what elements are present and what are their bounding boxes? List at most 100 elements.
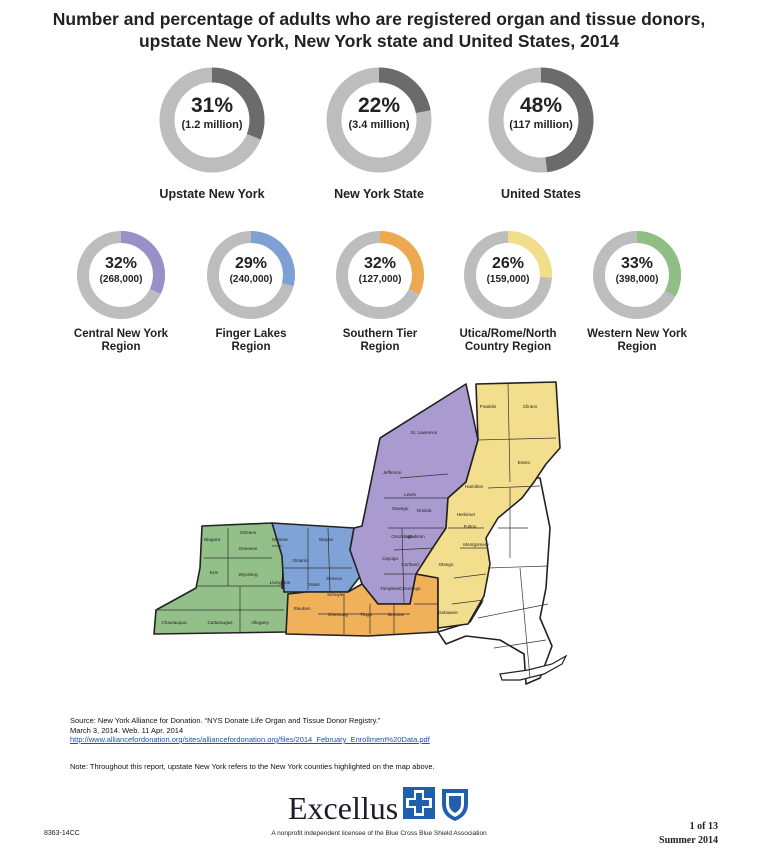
donut-percent-label: 32% <box>104 255 138 272</box>
county-border <box>453 573 487 579</box>
donut-chart: 32% (127,000) <box>330 225 430 325</box>
county-border <box>393 547 435 551</box>
county-label: Orleans <box>240 530 257 535</box>
page-info: 1 of 13 Summer 2014 <box>659 820 718 848</box>
region-label-line-1: New York State <box>334 187 424 201</box>
logo-tagline: A nonprofit independent licensee of the … <box>271 830 487 837</box>
county-label: Chenango <box>399 586 421 591</box>
donut-value-arc <box>77 231 165 319</box>
map-region-southern-tier <box>285 573 439 637</box>
upstate-ny-county-map: Niagara Orleans Genesee Erie Wyoming Chautauq… <box>153 381 568 685</box>
donut-region-label: Central New York Region <box>56 328 186 354</box>
county-label: Fulton <box>464 524 477 529</box>
logo-wordmark: Excellus <box>288 790 399 826</box>
region-label-line-1: Finger Lakes <box>215 328 287 340</box>
county-border <box>401 527 405 605</box>
donut-value-arc <box>207 231 295 319</box>
donut-count-label: (240,000) <box>229 274 273 285</box>
county-label: Tompkins <box>380 586 400 591</box>
title-line-1: Number and percentage of adults who are … <box>52 9 706 29</box>
county-label: Yates <box>308 582 320 587</box>
county-label: Jefferson <box>383 470 402 475</box>
donut-region-label: United States <box>461 187 621 201</box>
county-border <box>399 473 449 479</box>
donut-region-label: Western New York Region <box>572 328 702 354</box>
donut-count-label: (127,000) <box>358 274 402 285</box>
donut-svg <box>593 231 681 319</box>
county-label: Franklin <box>480 404 497 409</box>
donut-svg <box>336 231 424 319</box>
county-label: Clinton <box>523 404 538 409</box>
county-label: Erie <box>210 570 219 575</box>
region-label-line-1: Southern Tier <box>342 328 418 340</box>
region-label-line-1: Central New York <box>73 328 169 340</box>
county-label: Montgomery <box>463 542 489 547</box>
donut-svg <box>77 231 165 319</box>
donut-chart: 22% (3.4 million) <box>319 60 439 180</box>
region-label-line-2: Region <box>617 341 657 353</box>
county-label: Onondaga <box>391 534 413 539</box>
donut-percent-label: 31% <box>190 94 234 117</box>
donut-value-arc <box>593 231 681 319</box>
donut-chart: 48% (117 million) <box>481 60 601 180</box>
donut-count-label: (1.2 million) <box>181 119 243 131</box>
blue-shield-icon <box>442 789 468 821</box>
donut-region-label: Southern Tier Region <box>315 328 445 354</box>
county-label: Wyoming <box>238 572 258 577</box>
county-label: Chemung <box>328 612 348 617</box>
map-long-island <box>499 654 568 681</box>
county-border <box>519 567 531 679</box>
document-code: 8363-14CC <box>44 830 80 837</box>
county-border <box>451 599 485 605</box>
donut-svg <box>207 231 295 319</box>
county-label: Otsego <box>439 562 454 567</box>
region-label-line-1: United States <box>501 187 581 201</box>
chart-title: Number and percentage of adults who are … <box>0 8 758 52</box>
county-label: Cayuga <box>382 556 398 561</box>
title-line-2: upstate New York, New York state and Uni… <box>138 31 620 51</box>
county-label: Niagara <box>204 537 221 542</box>
county-label: Allegany <box>251 620 269 625</box>
donut-value-arc <box>464 231 552 319</box>
donut-region-label: Upstate New York <box>132 187 292 201</box>
region-label-line-2: Region <box>231 341 271 353</box>
county-label: Madison <box>407 534 425 539</box>
source-link[interactable]: http://www.alliancefordonation.org/sites… <box>70 735 430 744</box>
donut-chart: 32% (268,000) <box>71 225 171 325</box>
donut-chart: 29% (240,000) <box>201 225 301 325</box>
donut-value-arc <box>159 67 265 173</box>
donut-chart: 26% (159,000) <box>458 225 558 325</box>
donut-count-label: (398,000) <box>615 274 659 285</box>
donut-percent-label: 33% <box>620 255 654 272</box>
donut-chart: 33% (398,000) <box>587 225 687 325</box>
donut-percent-label: 29% <box>234 255 268 272</box>
region-label-line-1: Upstate New York <box>159 187 265 201</box>
blue-cross-icon <box>403 787 435 819</box>
county-border <box>507 383 511 483</box>
donut-svg <box>159 67 265 173</box>
donut-percent-label: 22% <box>357 94 401 117</box>
county-label: Chautauqua <box>161 620 186 625</box>
donut-region-label: Finger Lakes Region <box>186 328 316 354</box>
donut-svg <box>326 67 432 173</box>
donut-value-arc <box>336 231 424 319</box>
donut-count-label: (268,000) <box>99 274 143 285</box>
edition-label: Summer 2014 <box>659 835 718 846</box>
page-number: 1 of 13 <box>689 821 718 832</box>
donut-count-label: (117 million) <box>509 119 573 131</box>
county-label: Genesee <box>239 546 258 551</box>
county-label: Essex <box>518 460 531 465</box>
donut-svg <box>464 231 552 319</box>
county-label: Cattaraugus <box>207 620 233 625</box>
county-border <box>487 565 549 569</box>
county-label: Steuben <box>293 606 311 611</box>
county-label: Oswego <box>392 506 409 511</box>
county-label: Monroe <box>272 537 288 542</box>
county-border <box>327 527 331 593</box>
donut-count-label: (3.4 million) <box>348 119 410 131</box>
source-citation: Source: New York Alliance for Donation. … <box>70 716 630 745</box>
source-line-1: Source: New York Alliance for Donation. … <box>70 716 381 725</box>
donut-svg <box>488 67 594 173</box>
county-label: Wayne <box>319 537 334 542</box>
county-label: Ontario <box>292 558 308 563</box>
